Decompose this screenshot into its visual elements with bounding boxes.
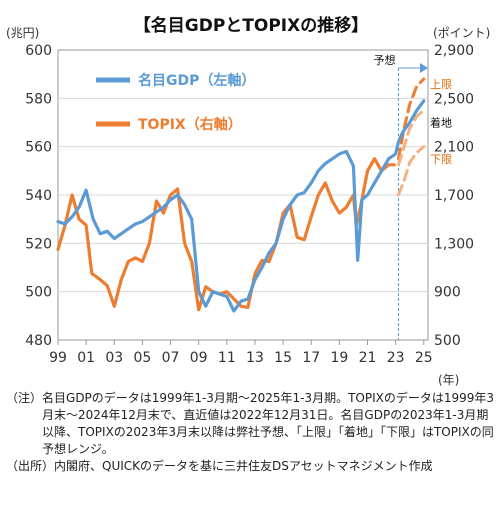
- right-tick-label: 900: [434, 285, 461, 301]
- x-tick-label: 17: [302, 350, 320, 366]
- x-axis-unit: (年): [438, 373, 459, 387]
- series-line-topix-range: [397, 77, 426, 161]
- x-tick-label: 09: [190, 350, 208, 366]
- x-tick-label: 15: [274, 350, 292, 366]
- left-tick-label: 480: [25, 333, 52, 349]
- note-text: 名目GDPのデータは1999年1-3月期～2025年1-3月期。TOPIXのデー…: [42, 391, 495, 456]
- x-tick-label: 05: [133, 350, 151, 366]
- notes: （注） 名目GDPのデータは1999年1-3月期～2025年1-3月期。TOPI…: [6, 390, 498, 475]
- series-line-topix: [56, 157, 396, 312]
- x-tick-label: 13: [246, 350, 264, 366]
- series-line-topix-range: [397, 145, 426, 197]
- x-tick-label: 21: [359, 350, 377, 366]
- series-line-topix-range: [397, 108, 426, 167]
- left-axis-ticks: 480 500 520 540 560 580 600: [25, 43, 52, 349]
- left-tick-label: 500: [25, 285, 52, 301]
- right-axis-unit: (ポイント): [433, 26, 490, 40]
- series-line-gdp: [56, 99, 426, 313]
- source-label: （出所）: [6, 459, 55, 473]
- left-tick-label: 540: [25, 188, 52, 204]
- x-tick-label: 25: [415, 350, 433, 366]
- right-tick-label: 500: [434, 333, 461, 349]
- range-label: 下限: [430, 153, 452, 166]
- right-tick-label: 2,900: [434, 43, 474, 59]
- x-tick-label: 11: [218, 350, 236, 366]
- left-tick-label: 600: [25, 43, 52, 59]
- x-tick-label: 19: [330, 350, 348, 366]
- x-tick-label: 07: [162, 350, 180, 366]
- forecast-label: 予想: [373, 53, 395, 67]
- note-label: （注）: [6, 391, 43, 405]
- series-lines: [56, 77, 426, 313]
- note-row: （注） 名目GDPのデータは1999年1-3月期～2025年1-3月期。TOPI…: [6, 390, 498, 458]
- x-axis-ticks: 99 01 03 05 07 09 11 13 15 17 19 21 23 25: [49, 340, 433, 366]
- range-label: 上限: [430, 78, 452, 91]
- forecast-marker: 予想: [373, 53, 428, 340]
- x-tick-label: 99: [49, 350, 67, 366]
- left-axis-unit: (兆円): [6, 26, 39, 40]
- x-tick-label: 23: [387, 350, 405, 366]
- source-row: （出所） 内閣府、QUICKのデータを基に三井住友DSアセットマネジメント作成: [6, 458, 498, 475]
- x-tick-label: 03: [105, 350, 123, 366]
- right-tick-label: 2,500: [434, 91, 474, 107]
- x-tick-label: 01: [77, 350, 95, 366]
- legend-label: 名目GDP（左軸）: [138, 72, 255, 89]
- right-tick-label: 2,100: [434, 140, 474, 156]
- chart: 【名目GDPとTOPIXの推移】 (兆円) (ポイント) (年) 4805005…: [6, 15, 490, 387]
- left-tick-label: 520: [25, 236, 52, 252]
- right-tick-label: 1,300: [434, 236, 474, 252]
- legend-label: TOPIX（右軸）: [138, 116, 242, 133]
- right-tick-label: 1,700: [434, 188, 474, 204]
- right-axis-ticks: 500 900 1,300 1,700 2,100 2,500 2,900: [434, 43, 474, 349]
- gridlines: [58, 97, 428, 293]
- range-label: 着地: [430, 116, 452, 130]
- left-tick-label: 580: [25, 91, 52, 107]
- left-tick-label: 560: [25, 140, 52, 156]
- source-text: 内閣府、QUICKのデータを基に三井住友DSアセットマネジメント作成: [54, 459, 433, 473]
- legend: 名目GDP（左軸） TOPIX（右軸）: [96, 72, 255, 133]
- forecast-arrow-head: [420, 63, 428, 73]
- chart-title: 【名目GDPとTOPIXの推移】: [134, 15, 368, 36]
